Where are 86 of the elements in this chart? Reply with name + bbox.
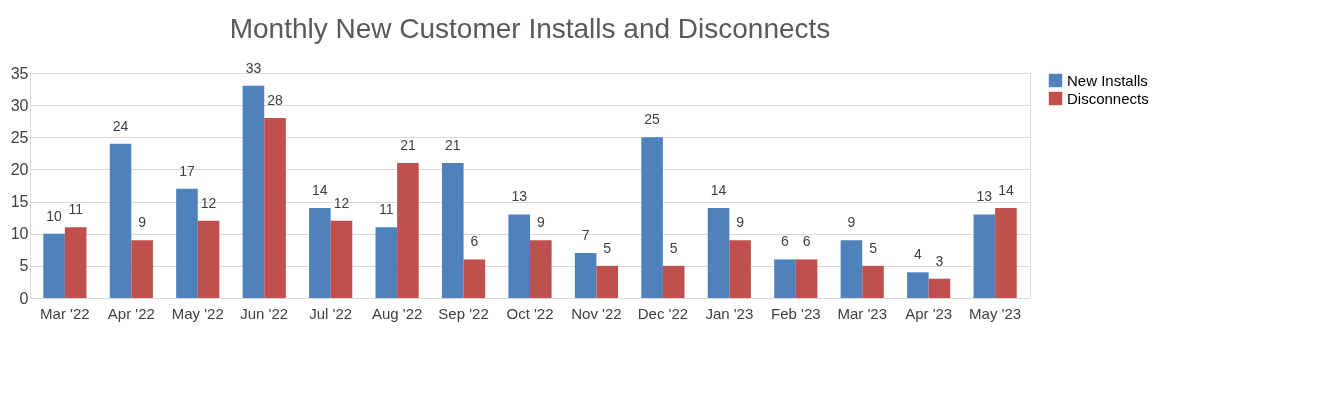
x-tick-label: Oct '22 [506, 304, 554, 322]
bar [574, 253, 597, 298]
x-tick-label: Sep '22 [438, 304, 489, 322]
bar [907, 272, 929, 298]
x-tick-label: Jun '22 [240, 304, 289, 322]
bar [309, 208, 331, 298]
bar [197, 220, 220, 298]
bar [662, 265, 685, 298]
data-label: 14 [998, 182, 1014, 198]
data-label: 6 [802, 233, 811, 250]
y-tick-label: 5 [19, 257, 29, 275]
data-label: 10 [46, 207, 63, 224]
data-label: 21 [400, 137, 416, 153]
x-tick-label: Feb '23 [770, 304, 821, 322]
bar [397, 163, 419, 298]
data-label: 11 [379, 201, 394, 218]
data-label: 24 [112, 117, 129, 134]
bar [729, 240, 751, 298]
data-label: 14 [312, 182, 328, 198]
bar [530, 240, 552, 298]
data-label: 17 [179, 162, 195, 179]
bar [264, 118, 286, 298]
bar [641, 137, 663, 298]
bar [928, 278, 951, 298]
data-label: 9 [847, 214, 856, 231]
bar [330, 220, 353, 298]
bar [242, 85, 265, 298]
y-tick-label: 25 [10, 128, 29, 146]
bar [862, 265, 884, 298]
data-label: 5 [603, 239, 612, 256]
data-label: 13 [511, 188, 528, 205]
y-tick-label: 0 [19, 289, 29, 307]
data-label: 25 [644, 111, 661, 128]
x-tick-label: Aug '22 [371, 304, 423, 322]
data-label: 12 [333, 194, 350, 211]
bar [441, 163, 464, 298]
data-label: 5 [669, 239, 678, 256]
y-tick-label: 35 [10, 64, 29, 82]
data-label: 14 [710, 182, 727, 198]
y-tick-label: 30 [10, 96, 29, 114]
data-label: 9 [536, 214, 545, 231]
bar [774, 259, 796, 298]
data-label: 9 [736, 214, 745, 231]
bar [973, 214, 996, 298]
data-label: 13 [976, 188, 993, 205]
bar [995, 208, 1017, 298]
bar [840, 240, 863, 298]
x-tick-label: Nov '22 [571, 304, 622, 322]
x-tick-label: Jan '23 [705, 304, 754, 322]
data-label: 4 [913, 246, 922, 263]
data-label: 7 [581, 227, 590, 243]
data-label: 5 [869, 239, 878, 256]
x-tick-label: Jul '22 [309, 304, 353, 322]
y-tick-label: 15 [10, 193, 29, 211]
data-label: 12 [200, 194, 217, 211]
legend-label: Disconnects [1067, 89, 1149, 107]
y-tick-label: 20 [10, 160, 29, 178]
bar [795, 259, 818, 298]
bar [707, 208, 730, 298]
bar [64, 227, 87, 298]
bar [463, 259, 486, 298]
data-label: 21 [444, 137, 461, 153]
data-label: 28 [267, 92, 284, 108]
x-tick-label: Apr '22 [107, 304, 155, 322]
x-tick-label: May '23 [969, 304, 1022, 322]
bar [596, 265, 619, 298]
bar [375, 227, 398, 298]
data-label: 9 [138, 214, 147, 231]
x-tick-label: Mar '22 [40, 304, 90, 322]
x-tick-label: Mar '23 [837, 304, 888, 322]
bar [43, 233, 65, 298]
bar [109, 143, 132, 298]
data-label: 6 [470, 233, 479, 250]
data-label: 11 [68, 201, 84, 218]
legend-label: New Installs [1067, 71, 1148, 89]
bar [508, 214, 530, 298]
data-label: 3 [935, 252, 944, 269]
x-tick-label: Dec '22 [637, 304, 689, 322]
bar [176, 188, 198, 298]
y-tick-label: 10 [10, 225, 29, 243]
data-label: 33 [245, 59, 262, 76]
x-tick-label: May '22 [171, 304, 224, 322]
chart-title: Monthly New Customer Installs and Disconnects [229, 12, 831, 44]
bar [131, 240, 153, 298]
x-tick-label: Apr '23 [905, 304, 953, 322]
data-label: 6 [781, 233, 790, 250]
